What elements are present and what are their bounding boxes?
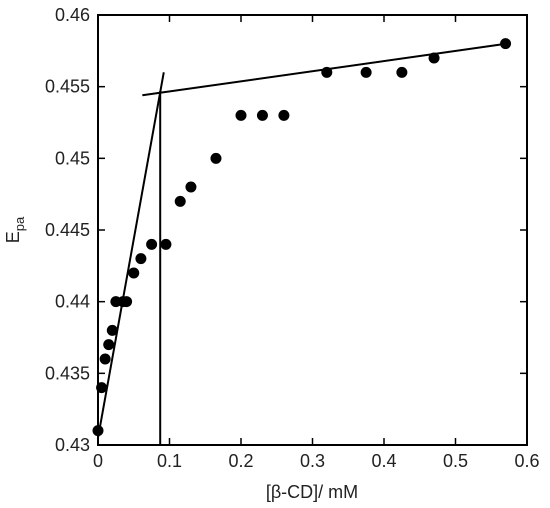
x-tick-label: 0.3 bbox=[300, 451, 325, 471]
axis-ticks bbox=[97, 14, 528, 446]
y-axis-title-subscript: pa bbox=[12, 216, 27, 231]
data-point bbox=[428, 52, 440, 64]
y-axis-tick-labels: 0.43 0.435 0.44 0.445 0.45 0.455 0.46 bbox=[45, 5, 90, 455]
data-point bbox=[360, 66, 372, 78]
y-axis-title: Epa bbox=[3, 216, 27, 243]
x-tick-label: 0.1 bbox=[157, 451, 182, 471]
data-point bbox=[106, 324, 118, 336]
y-tick-label: 0.44 bbox=[55, 292, 90, 312]
data-point bbox=[396, 66, 408, 78]
data-point bbox=[96, 382, 108, 394]
y-tick-label: 0.435 bbox=[45, 363, 90, 383]
data-point bbox=[256, 109, 268, 121]
data-point bbox=[121, 296, 133, 308]
data-point bbox=[500, 38, 512, 50]
x-axis-title: [β-CD]/ mM bbox=[266, 482, 358, 502]
x-tick-label: 0.6 bbox=[514, 451, 539, 471]
fit-lines bbox=[97, 42, 508, 445]
data-point bbox=[278, 109, 290, 121]
y-tick-label: 0.45 bbox=[55, 148, 90, 168]
data-point bbox=[103, 339, 115, 351]
data-point bbox=[321, 66, 333, 78]
data-point bbox=[92, 425, 104, 437]
data-point bbox=[174, 195, 186, 207]
data-point bbox=[235, 109, 247, 121]
data-point bbox=[160, 238, 172, 250]
x-tick-label: 0.5 bbox=[443, 451, 468, 471]
x-tick-label: 0 bbox=[93, 451, 103, 471]
fit-line bbox=[97, 72, 165, 439]
x-tick-label: 0.2 bbox=[228, 451, 253, 471]
data-point bbox=[146, 238, 158, 250]
data-point bbox=[210, 152, 222, 164]
data-point bbox=[135, 253, 147, 265]
data-point bbox=[128, 267, 140, 279]
x-tick-label: 0.4 bbox=[371, 451, 396, 471]
y-tick-label: 0.46 bbox=[55, 5, 90, 25]
y-tick-label: 0.455 bbox=[45, 77, 90, 97]
y-tick-label: 0.445 bbox=[45, 220, 90, 240]
data-point bbox=[99, 353, 111, 365]
data-point bbox=[185, 181, 197, 193]
x-axis-tick-labels: 0 0.1 0.2 0.3 0.4 0.5 0.6 bbox=[93, 451, 540, 471]
y-axis-title-main: E bbox=[3, 231, 23, 243]
data-points bbox=[92, 38, 512, 437]
y-tick-label: 0.43 bbox=[55, 435, 90, 455]
